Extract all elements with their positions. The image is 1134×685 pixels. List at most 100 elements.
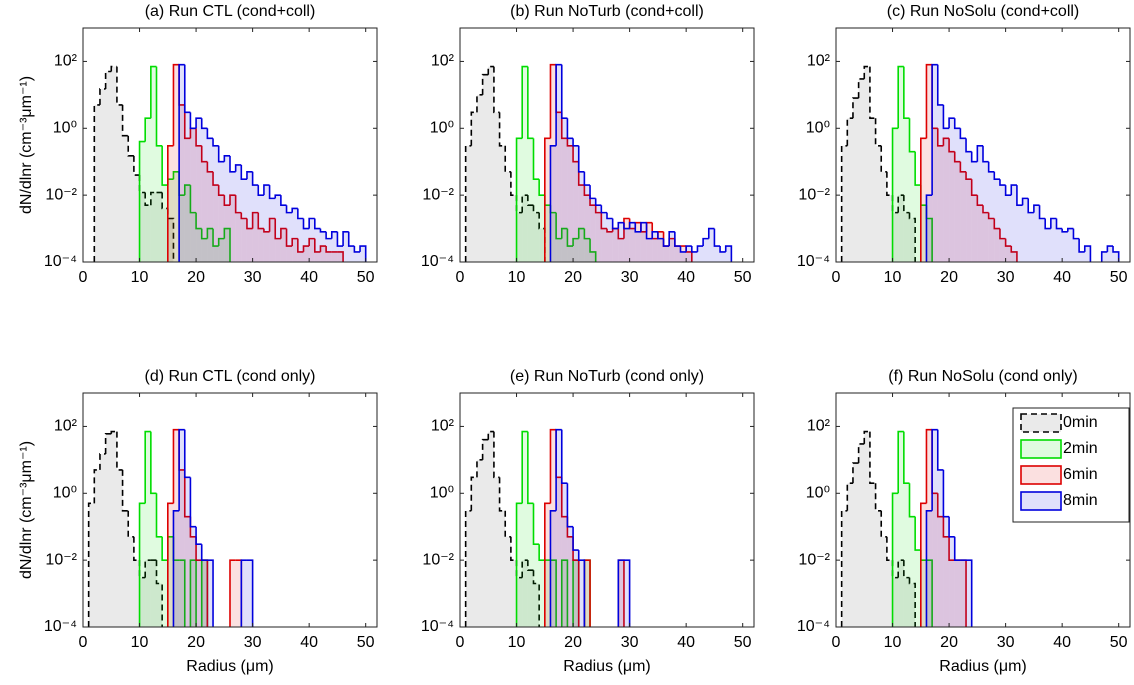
bin-fill: [960, 138, 967, 262]
bin-fill: [309, 238, 315, 262]
x-tick-label: 30: [621, 269, 639, 286]
bin-fill: [966, 560, 972, 627]
legend-label: 6min: [1063, 466, 1098, 483]
x-axis-label: Radius (μm): [563, 658, 650, 675]
bin-fill: [522, 431, 528, 627]
bin-outline: [470, 111, 477, 146]
bin-outline: [840, 509, 848, 627]
bin-fill: [635, 222, 641, 262]
bin-outline: [217, 185, 225, 196]
bin-fill: [663, 246, 670, 262]
bin-fill: [920, 503, 927, 627]
bin-fill: [201, 238, 208, 262]
bin-outline: [195, 212, 202, 230]
x-tick-label: 20: [940, 634, 958, 651]
bin-fill: [190, 536, 197, 627]
bin-outline: [999, 179, 1006, 186]
bin-outline: [696, 245, 704, 252]
bin-fill: [224, 155, 230, 262]
bin-outline: [521, 194, 528, 213]
bin-fill: [184, 112, 191, 262]
bin-outline: [572, 237, 579, 247]
bin-fill: [493, 477, 500, 627]
bin-fill: [207, 171, 214, 262]
bin-outline: [206, 161, 214, 173]
bin-outline: [920, 137, 927, 262]
bin-fill: [937, 145, 944, 262]
bin-fill: [999, 238, 1006, 262]
bin-outline: [172, 63, 180, 146]
legend-label: 2min: [1063, 440, 1098, 457]
bin-outline: [1016, 185, 1023, 207]
bin-fill: [858, 78, 865, 263]
bin-outline: [195, 117, 202, 129]
bin-fill: [235, 212, 242, 262]
bin-fill: [590, 205, 596, 262]
bin-outline: [942, 469, 950, 518]
x-tick-label: 40: [300, 634, 318, 651]
bin-outline: [1072, 228, 1080, 240]
bin-fill: [708, 228, 715, 262]
bin-outline: [560, 477, 568, 518]
bin-fill: [567, 246, 574, 262]
bin-fill: [875, 145, 882, 262]
bin-outline: [903, 431, 910, 485]
bin-outline: [549, 428, 557, 504]
x-tick-label: 50: [1110, 634, 1128, 651]
plot-area: [83, 28, 377, 262]
bin-fill: [920, 205, 927, 262]
bin-fill: [573, 560, 579, 627]
y-tick-label: 10⁰: [430, 485, 454, 502]
bin-outline: [572, 138, 579, 147]
bin-fill: [179, 64, 185, 262]
bin-outline: [1004, 185, 1012, 196]
axes-box: [82, 27, 378, 263]
bin-outline: [314, 238, 321, 253]
bin-fill: [618, 560, 624, 627]
bin-outline: [532, 138, 540, 180]
bin-outline: [150, 65, 157, 119]
bin-outline: [976, 195, 983, 207]
bin-outline: [280, 195, 287, 207]
bin-fill: [179, 195, 185, 262]
bin-fill: [482, 74, 489, 262]
bin-fill: [275, 238, 281, 262]
bin-outline: [99, 88, 106, 105]
bin-outline: [1004, 238, 1012, 247]
bin-fill: [544, 138, 551, 262]
bin-fill: [128, 155, 134, 262]
bin-outline: [223, 195, 230, 207]
x-tick-label: 50: [734, 634, 752, 651]
bin-fill: [584, 560, 591, 627]
bin-fill: [686, 246, 692, 262]
bin-fill: [623, 228, 630, 262]
bin-fill: [235, 560, 242, 627]
bin-outline: [863, 65, 870, 79]
bin-outline: [897, 430, 904, 494]
bin-fill: [162, 208, 168, 262]
bin-fill: [241, 218, 247, 262]
bin-fill: [230, 171, 236, 262]
bin-fill: [561, 516, 568, 627]
bin-outline: [953, 536, 961, 561]
bin-outline: [987, 161, 995, 173]
bin-outline: [110, 65, 117, 72]
bin-fill: [674, 246, 681, 262]
bin-fill: [943, 536, 950, 627]
bin-fill: [488, 431, 494, 627]
bin-outline: [965, 171, 972, 180]
bin-fill: [297, 218, 304, 262]
bin-fill: [1073, 238, 1080, 262]
axes-box: [835, 392, 1131, 628]
bin-fill: [156, 192, 163, 262]
y-tick-label: 10⁰: [806, 485, 830, 502]
bin-fill: [156, 583, 163, 627]
bin-fill: [920, 560, 927, 627]
bin-fill: [903, 212, 910, 262]
bin-outline: [212, 171, 219, 186]
bin-fill: [640, 231, 647, 262]
bin-outline: [104, 70, 112, 89]
bin-fill: [949, 536, 955, 627]
bin-fill: [201, 560, 208, 627]
bin-outline: [487, 430, 494, 440]
